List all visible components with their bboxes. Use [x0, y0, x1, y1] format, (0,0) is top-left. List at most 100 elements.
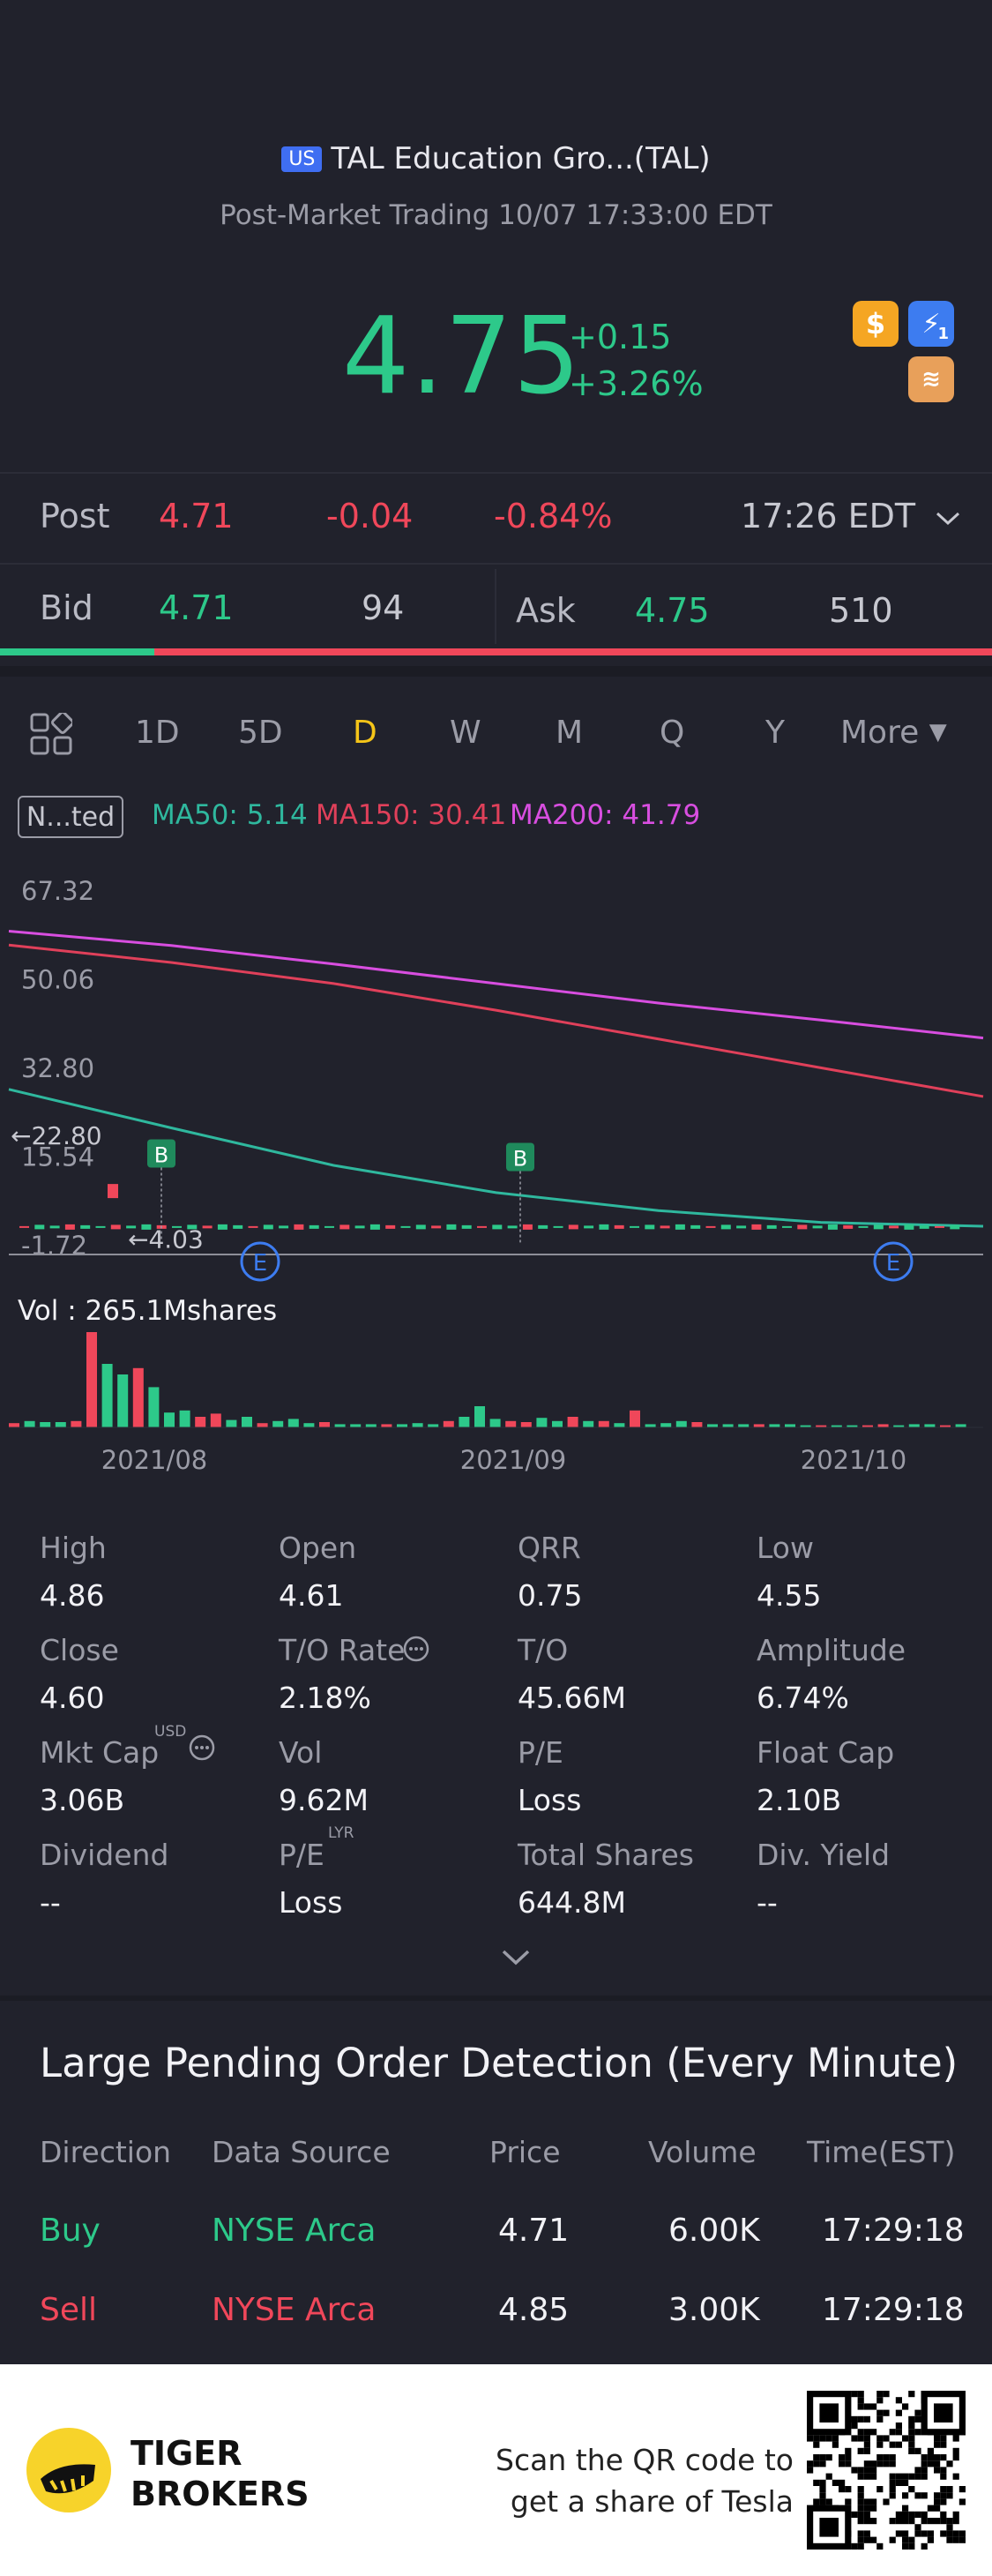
- layout-grid-icon[interactable]: [30, 713, 72, 755]
- qr-module: [927, 2518, 934, 2525]
- qr-module: [940, 2435, 947, 2442]
- qr-module: [857, 2415, 864, 2422]
- more-info-icon[interactable]: [188, 1734, 216, 1762]
- candle: [431, 1225, 442, 1229]
- qr-module: [921, 2492, 928, 2499]
- tab-1d[interactable]: 1D: [135, 715, 180, 751]
- qr-module: [902, 2518, 909, 2525]
- stat-label: T/O Rate: [279, 1633, 406, 1667]
- stat-label: High: [40, 1531, 107, 1565]
- qr-module: [908, 2486, 915, 2493]
- ask-ratio-bar: [154, 648, 992, 655]
- qr-module: [914, 2467, 921, 2474]
- pending-header: Volume: [648, 2135, 757, 2169]
- candle: [614, 1224, 624, 1229]
- dollar-icon[interactable]: $: [853, 301, 899, 347]
- tab-m[interactable]: M: [556, 715, 584, 751]
- qr-module: [876, 2542, 884, 2550]
- stat-label: Vol: [279, 1735, 323, 1770]
- candle: [108, 1184, 118, 1199]
- volume-bar: [9, 1423, 19, 1427]
- market-badge: US: [281, 146, 323, 172]
- qr-module: [863, 2518, 870, 2525]
- qr-finder-core: [819, 2518, 839, 2537]
- qr-module: [895, 2422, 902, 2430]
- large-order-title: Large Pending Order Detection (Every Min…: [40, 2040, 958, 2086]
- stock-title[interactable]: US TAL Education Gro...(TAL): [0, 141, 992, 176]
- qr-module: [908, 2391, 915, 2398]
- qr-module: [934, 2505, 941, 2512]
- qr-module: [889, 2460, 896, 2467]
- tab-d[interactable]: D: [353, 715, 377, 751]
- bid-price: 4.71: [159, 588, 234, 627]
- qr-finder-core: [934, 2403, 953, 2422]
- volume-bar: [614, 1423, 625, 1427]
- qr-module: [883, 2498, 890, 2505]
- candle: [294, 1224, 304, 1230]
- qr-module: [863, 2498, 870, 2505]
- qr-module: [921, 2460, 928, 2467]
- post-time: 17:26 EDT: [741, 497, 916, 535]
- tab-more[interactable]: More ▼: [840, 715, 947, 751]
- candle: [339, 1224, 350, 1230]
- ma50-label: MA50: 5.14: [152, 799, 308, 831]
- qr-module: [934, 2518, 941, 2525]
- qr-module: [952, 2447, 959, 2454]
- volume-bar: [847, 1425, 858, 1427]
- volume-bar: [179, 1410, 190, 1427]
- qr-module: [813, 2479, 820, 2486]
- price-chart[interactable]: 67.32 50.06 32.80 15.54 -1.72 ←22.80 ←4.03 B B E E…: [0, 873, 992, 1473]
- volume-bar: [583, 1420, 594, 1427]
- qr-module: [902, 2505, 909, 2512]
- qr-module: [819, 2454, 826, 2461]
- x-tick-label: 2021/09: [460, 1445, 566, 1473]
- candle: [630, 1225, 639, 1228]
- y-tick-label: 50.06: [21, 965, 94, 995]
- expand-chevron-icon[interactable]: [500, 1948, 532, 1967]
- volume-bar: [536, 1418, 548, 1427]
- price-change: +0.15: [569, 318, 672, 356]
- qr-module: [908, 2542, 915, 2550]
- bid-ratio-bar: [0, 648, 154, 655]
- ma150-label: MA150: 30.41: [316, 799, 507, 831]
- qr-module: [832, 2479, 839, 2486]
- pending-header: Direction: [40, 2135, 172, 2169]
- lightning-icon[interactable]: ⚡ 1: [908, 301, 954, 347]
- qr-module: [895, 2441, 902, 2448]
- volume-bar: [334, 1424, 346, 1427]
- qr-module: [946, 2536, 953, 2543]
- pending-cell-volume: 3.00K: [668, 2292, 760, 2328]
- tab-y[interactable]: Y: [765, 715, 785, 751]
- tab-w[interactable]: W: [450, 715, 481, 751]
- qr-module: [902, 2542, 909, 2550]
- qr-module: [914, 2492, 921, 2499]
- stack-icon[interactable]: ≋: [908, 356, 954, 402]
- tab-q[interactable]: Q: [660, 715, 685, 751]
- info-icon[interactable]: [402, 1635, 430, 1663]
- candle: [95, 1225, 106, 1228]
- qr-module: [914, 2409, 921, 2416]
- qr-module: [889, 2492, 896, 2499]
- candle: [736, 1225, 747, 1229]
- tab-5d[interactable]: 5D: [238, 715, 283, 751]
- stat-value: --: [40, 1885, 61, 1920]
- post-time-dropdown[interactable]: 17:26 EDT: [741, 497, 961, 535]
- candle: [492, 1224, 503, 1230]
- qr-code[interactable]: [807, 2391, 966, 2550]
- indicator-tag[interactable]: N...ted: [18, 796, 123, 838]
- earnings-marker: [873, 1241, 914, 1282]
- stat-value: --: [757, 1885, 778, 1920]
- volume-bar: [908, 1424, 920, 1427]
- candle: [110, 1224, 121, 1230]
- volume-bar: [893, 1425, 905, 1427]
- qr-module: [883, 2454, 890, 2461]
- qr-module: [940, 2454, 947, 2461]
- post-change: -0.04: [326, 497, 414, 535]
- qr-module: [857, 2511, 864, 2518]
- buy-signal-label: B: [154, 1143, 168, 1168]
- candle: [248, 1225, 258, 1228]
- qr-module: [934, 2492, 941, 2499]
- candle: [446, 1224, 457, 1230]
- qr-module: [825, 2498, 832, 2505]
- volume-bar: [940, 1425, 951, 1427]
